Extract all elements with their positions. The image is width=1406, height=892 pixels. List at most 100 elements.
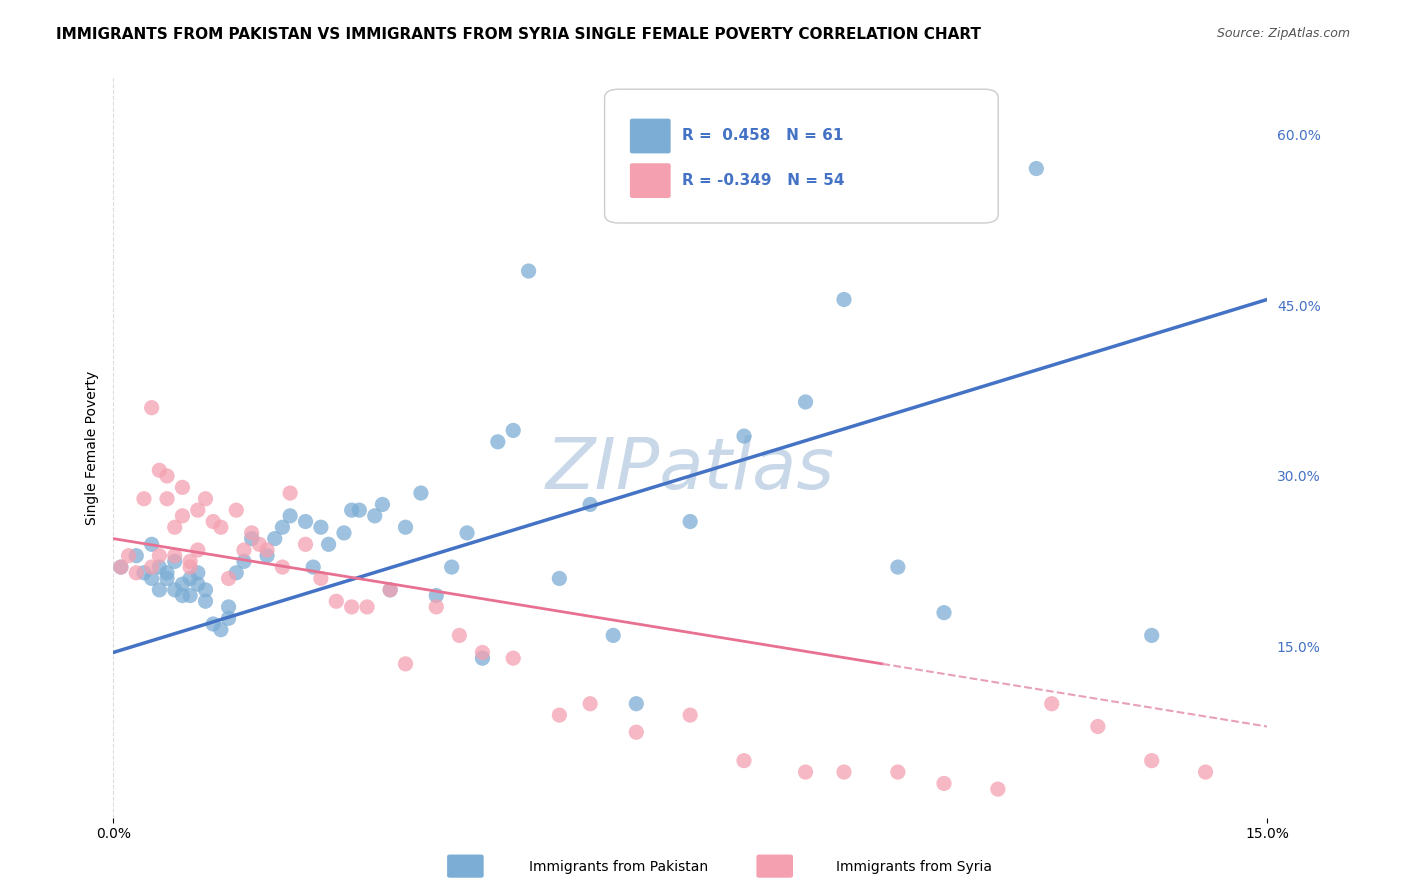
Point xyxy=(218,599,240,614)
Point xyxy=(679,515,702,529)
Point xyxy=(502,651,524,665)
Point xyxy=(325,594,347,608)
Point xyxy=(117,549,139,563)
Point xyxy=(486,434,509,449)
Text: IMMIGRANTS FROM PAKISTAN VS IMMIGRANTS FROM SYRIA SINGLE FEMALE POVERTY CORRELAT: IMMIGRANTS FROM PAKISTAN VS IMMIGRANTS F… xyxy=(56,27,981,42)
Point xyxy=(172,577,194,591)
Point xyxy=(194,594,217,608)
Point xyxy=(364,508,387,523)
Point xyxy=(548,572,571,586)
Point xyxy=(832,765,855,780)
Point xyxy=(148,463,170,477)
Point xyxy=(156,491,179,506)
Point xyxy=(579,697,602,711)
Point xyxy=(110,560,132,574)
Point xyxy=(163,582,186,597)
Point xyxy=(141,560,163,574)
Point xyxy=(148,549,170,563)
Point xyxy=(194,491,217,506)
Point xyxy=(179,554,201,568)
Point xyxy=(187,503,209,517)
Point xyxy=(187,566,209,580)
Point xyxy=(471,651,494,665)
Point xyxy=(602,628,624,642)
Point xyxy=(733,754,755,768)
Point xyxy=(156,469,179,483)
Point xyxy=(440,560,463,574)
Point xyxy=(179,589,201,603)
Point xyxy=(832,293,855,307)
Point xyxy=(172,508,194,523)
Point xyxy=(302,560,325,574)
Point xyxy=(425,599,447,614)
Point xyxy=(932,606,955,620)
Point xyxy=(794,395,817,409)
Point xyxy=(240,532,263,546)
Point xyxy=(456,525,478,540)
Point xyxy=(349,503,371,517)
Point xyxy=(309,572,332,586)
Point xyxy=(247,537,270,551)
Point xyxy=(679,708,702,723)
Point xyxy=(1194,765,1216,780)
Point xyxy=(318,537,340,551)
Point xyxy=(378,582,401,597)
Point xyxy=(887,560,910,574)
Point xyxy=(202,515,225,529)
Point xyxy=(125,566,148,580)
Point xyxy=(409,486,432,500)
Point xyxy=(218,572,240,586)
Point xyxy=(240,525,263,540)
Text: R =  0.458   N = 61: R = 0.458 N = 61 xyxy=(682,128,844,143)
Point xyxy=(794,765,817,780)
Point xyxy=(194,582,217,597)
Point xyxy=(371,498,394,512)
Point xyxy=(156,572,179,586)
Point xyxy=(626,725,648,739)
Point xyxy=(340,599,363,614)
Point xyxy=(502,424,524,438)
Point xyxy=(471,645,494,659)
Point xyxy=(263,532,285,546)
Point xyxy=(156,566,179,580)
Point xyxy=(233,543,256,558)
Point xyxy=(179,560,201,574)
Point xyxy=(733,429,755,443)
Point xyxy=(132,491,155,506)
Point xyxy=(932,776,955,790)
Point xyxy=(256,543,278,558)
Point xyxy=(187,577,209,591)
Point xyxy=(148,560,170,574)
Point xyxy=(141,572,163,586)
Point xyxy=(209,623,232,637)
Point xyxy=(278,508,301,523)
Point xyxy=(987,782,1010,797)
Point xyxy=(132,566,155,580)
Text: ZIPatlas: ZIPatlas xyxy=(546,435,835,504)
Point xyxy=(1140,754,1163,768)
Point xyxy=(179,572,201,586)
Point xyxy=(225,566,247,580)
Point xyxy=(141,537,163,551)
Point xyxy=(626,697,648,711)
Point xyxy=(233,554,256,568)
Point xyxy=(309,520,332,534)
Point xyxy=(356,599,378,614)
Point xyxy=(187,543,209,558)
Point xyxy=(425,589,447,603)
Point xyxy=(887,765,910,780)
Point xyxy=(517,264,540,278)
Point xyxy=(548,708,571,723)
Point xyxy=(218,611,240,625)
Point xyxy=(163,549,186,563)
Point xyxy=(172,589,194,603)
Point xyxy=(579,498,602,512)
Point xyxy=(225,503,247,517)
Point xyxy=(278,486,301,500)
Point xyxy=(209,520,232,534)
Point xyxy=(1025,161,1047,176)
Point xyxy=(394,520,416,534)
Point xyxy=(271,560,294,574)
Point xyxy=(141,401,163,415)
Point xyxy=(163,554,186,568)
